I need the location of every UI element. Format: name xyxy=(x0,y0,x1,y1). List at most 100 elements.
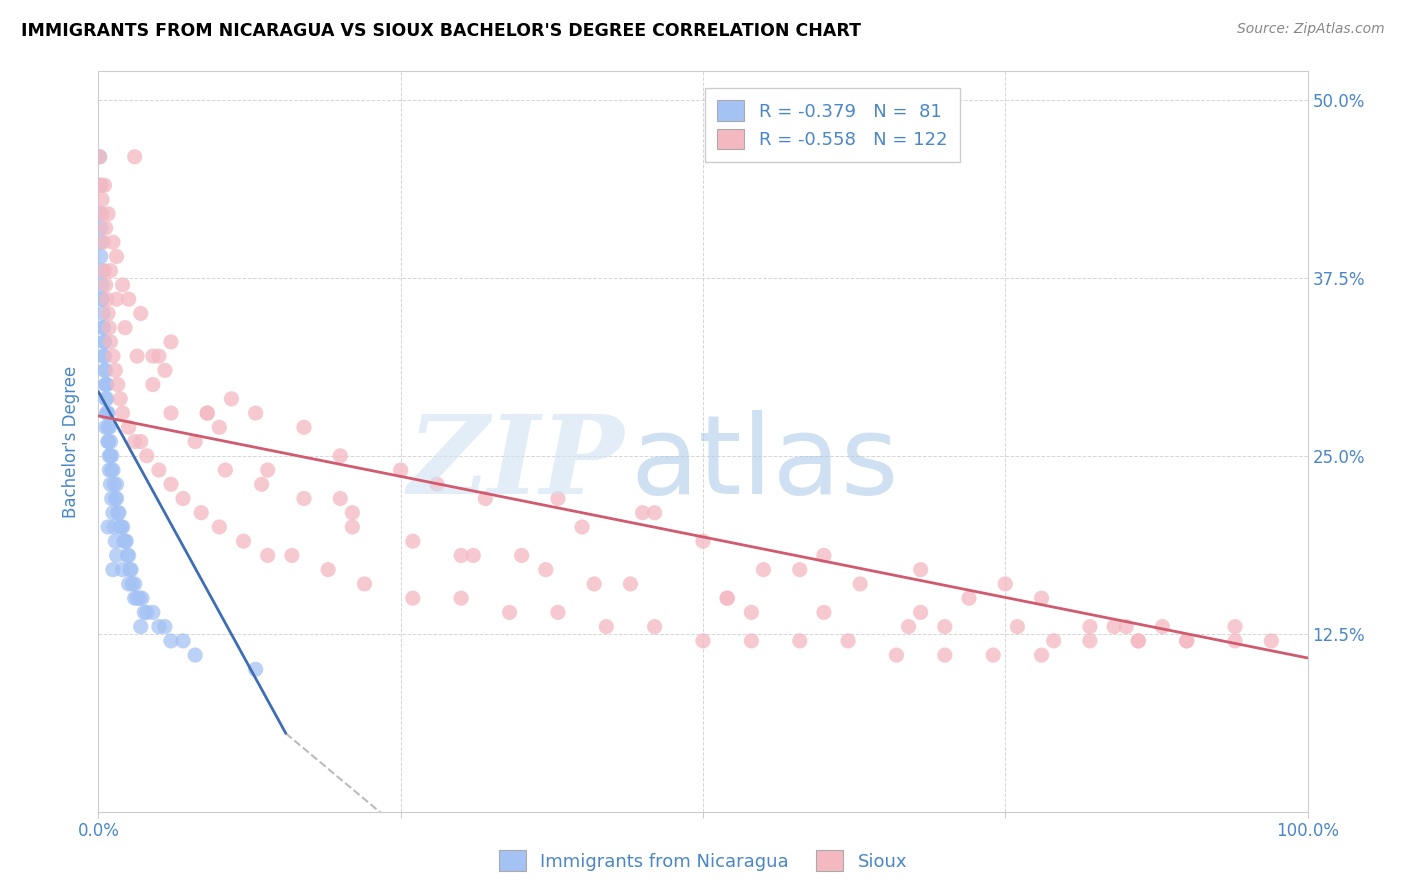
Point xyxy=(813,549,835,563)
Point xyxy=(740,606,762,620)
Point xyxy=(256,463,278,477)
Point xyxy=(98,320,121,334)
Point xyxy=(98,449,121,463)
Point xyxy=(160,477,183,491)
Point xyxy=(221,392,243,406)
Point xyxy=(124,577,146,591)
Point xyxy=(90,250,112,264)
Point xyxy=(91,292,114,306)
Point xyxy=(910,606,932,620)
Point xyxy=(108,506,131,520)
Point xyxy=(105,477,128,491)
Point xyxy=(644,619,666,633)
Point xyxy=(100,334,122,349)
Point xyxy=(97,306,120,320)
Point xyxy=(105,250,128,264)
Point xyxy=(111,406,134,420)
Point xyxy=(91,320,114,334)
Point xyxy=(129,619,152,633)
Point xyxy=(105,491,128,506)
Point xyxy=(631,506,654,520)
Point xyxy=(93,263,115,277)
Point xyxy=(292,420,315,434)
Point xyxy=(837,633,859,648)
Point xyxy=(91,292,114,306)
Point xyxy=(93,334,115,349)
Point xyxy=(353,577,375,591)
Point xyxy=(1152,619,1174,633)
Point xyxy=(96,392,118,406)
Point xyxy=(120,563,142,577)
Point xyxy=(849,577,872,591)
Point xyxy=(1175,633,1198,648)
Point xyxy=(595,619,617,633)
Point xyxy=(153,619,176,633)
Point xyxy=(108,520,131,534)
Point xyxy=(716,591,738,606)
Point xyxy=(100,263,122,277)
Point xyxy=(98,420,121,434)
Point xyxy=(886,648,908,662)
Point xyxy=(111,563,134,577)
Point xyxy=(96,377,118,392)
Point xyxy=(789,633,811,648)
Point xyxy=(1223,633,1246,648)
Point xyxy=(160,406,183,420)
Point xyxy=(118,563,141,577)
Point xyxy=(89,150,111,164)
Point xyxy=(107,506,129,520)
Point xyxy=(195,406,218,420)
Point xyxy=(100,449,122,463)
Point xyxy=(281,549,304,563)
Point xyxy=(245,662,267,676)
Point xyxy=(426,477,449,491)
Point xyxy=(1078,633,1101,648)
Point xyxy=(94,420,117,434)
Point xyxy=(90,178,112,193)
Point xyxy=(97,406,120,420)
Point xyxy=(97,520,120,534)
Point xyxy=(100,491,122,506)
Point xyxy=(184,434,207,449)
Point xyxy=(124,150,146,164)
Point xyxy=(101,235,124,250)
Point xyxy=(135,606,157,620)
Point xyxy=(114,534,136,549)
Point xyxy=(450,549,472,563)
Point xyxy=(115,534,138,549)
Point xyxy=(134,606,156,620)
Point xyxy=(692,633,714,648)
Point xyxy=(1115,619,1137,633)
Point xyxy=(957,591,980,606)
Point xyxy=(1078,619,1101,633)
Text: ZIP: ZIP xyxy=(408,410,624,517)
Point xyxy=(97,434,120,449)
Point xyxy=(292,491,315,506)
Point xyxy=(474,491,496,506)
Point xyxy=(108,392,131,406)
Point xyxy=(100,449,122,463)
Point xyxy=(91,320,114,334)
Point xyxy=(1175,633,1198,648)
Point xyxy=(619,577,641,591)
Point xyxy=(93,363,115,377)
Point xyxy=(195,406,218,420)
Point xyxy=(190,506,212,520)
Point xyxy=(1102,619,1125,633)
Text: IMMIGRANTS FROM NICARAGUA VS SIOUX BACHELOR'S DEGREE CORRELATION CHART: IMMIGRANTS FROM NICARAGUA VS SIOUX BACHE… xyxy=(21,22,860,40)
Point xyxy=(118,420,141,434)
Point xyxy=(813,606,835,620)
Point xyxy=(97,434,120,449)
Point xyxy=(89,150,111,164)
Point xyxy=(934,648,956,662)
Point xyxy=(135,449,157,463)
Point xyxy=(534,563,557,577)
Point xyxy=(910,563,932,577)
Point xyxy=(148,463,170,477)
Point xyxy=(583,577,606,591)
Point xyxy=(103,477,125,491)
Point xyxy=(184,648,207,662)
Point xyxy=(124,591,146,606)
Point xyxy=(100,463,122,477)
Point xyxy=(110,520,132,534)
